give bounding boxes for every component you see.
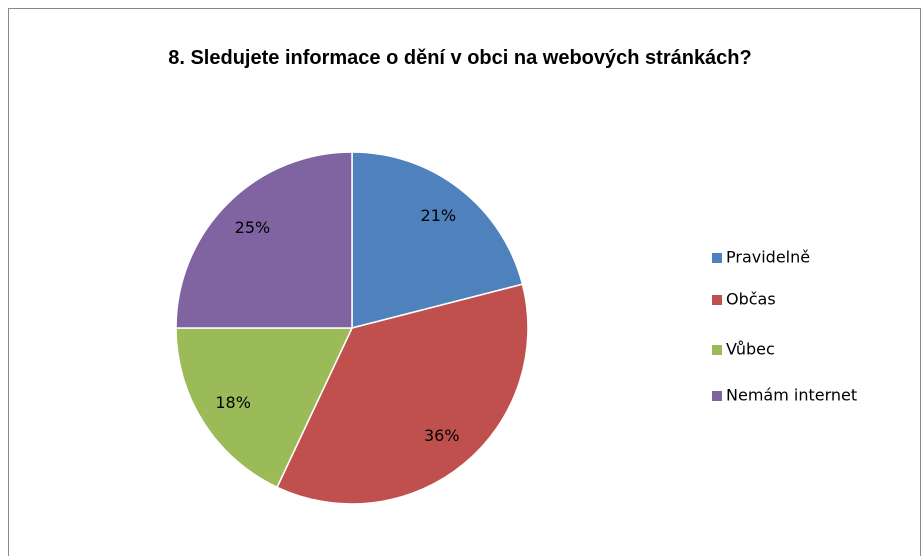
pie-slice [175, 151, 353, 329]
legend-swatch [712, 345, 722, 355]
chart-title: 8. Sledujete informace o dění v obci na … [168, 47, 752, 69]
pie-slice [276, 283, 529, 505]
legend-swatch [712, 391, 722, 401]
legend-label: Nemám internet [726, 386, 857, 405]
data-label: 18% [215, 393, 251, 412]
legend-label: Vůbec [726, 340, 775, 359]
pie-slice [175, 327, 354, 489]
legend-label: Občas [726, 290, 776, 309]
data-label: 36% [424, 426, 460, 445]
legend-swatch [712, 295, 722, 305]
pie-slice [351, 151, 524, 329]
data-label: 25% [235, 218, 271, 237]
legend-label: Pravidelně [726, 248, 810, 267]
legend-swatch [712, 253, 722, 263]
data-label: 21% [421, 206, 457, 225]
